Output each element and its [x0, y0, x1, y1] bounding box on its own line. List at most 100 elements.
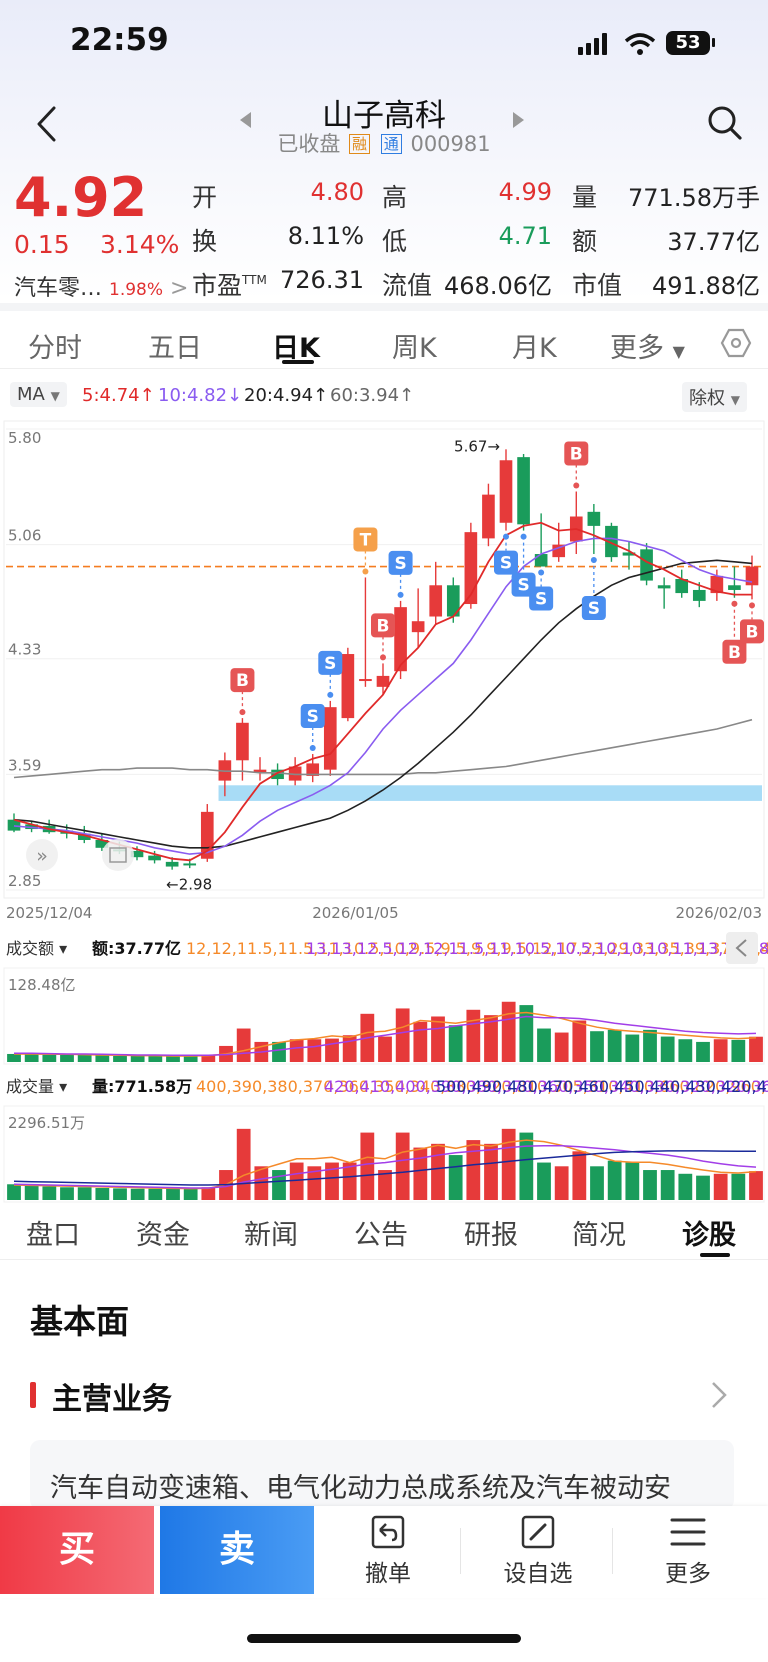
tab-minute[interactable]: 分时 [28, 333, 82, 364]
volume-bar [42, 1054, 57, 1062]
volume-bar [537, 1162, 551, 1200]
candle-body [499, 460, 513, 523]
stock-name: 山子高科 [322, 98, 446, 134]
volume-bar [148, 1055, 163, 1062]
adjust-label: 除权 [689, 388, 725, 409]
volume-bar [607, 1029, 622, 1062]
status-time: 22:59 [70, 22, 169, 58]
tab-diagnosis[interactable]: 诊股 [682, 1220, 736, 1251]
tab-more[interactable]: 更多 ▼ [610, 326, 685, 365]
search-icon[interactable] [706, 104, 744, 142]
signal-label: T [360, 530, 372, 550]
candle-body [728, 585, 741, 590]
indicator-selector-label: MA [17, 384, 45, 405]
candle-body [692, 589, 706, 601]
volume-bar [731, 1039, 746, 1062]
signal-dot [538, 569, 545, 576]
status-bar: 22:59 53 [0, 0, 768, 90]
next-stock-icon[interactable] [512, 110, 526, 130]
quote-value: 37.77亿 [667, 228, 760, 256]
volume-bar [272, 1170, 286, 1200]
candle-body [587, 511, 601, 526]
more-button[interactable]: 更多 [628, 1514, 748, 1588]
y-tick-label: 5.80 [8, 429, 41, 447]
tab-month-k[interactable]: 月K [512, 333, 557, 364]
signal-dot [573, 482, 580, 489]
volume-bar [148, 1188, 163, 1200]
volume-ma10: 420,410,400,390,380,370,360,350,340,330,… [324, 1077, 768, 1096]
tab-announcements[interactable]: 公告 [354, 1220, 408, 1251]
tab-profile[interactable]: 简况 [572, 1220, 626, 1251]
signal-label: S [394, 554, 406, 574]
edit-icon [521, 1515, 555, 1549]
ma5-label: 5:4.74 [82, 385, 140, 406]
tab-news[interactable]: 新闻 [244, 1220, 298, 1251]
sector-pct: 1.98% [109, 280, 164, 300]
prev-stock-icon[interactable] [238, 110, 252, 130]
volume-bar [360, 1132, 375, 1200]
tab-handicap[interactable]: 盘口 [26, 1220, 80, 1251]
amount-ma10: 13,13,12.5,12,12,11.5,11,10.5,10.5,10,10… [306, 939, 768, 958]
tab-week-k[interactable]: 周K [392, 333, 437, 364]
volume-bar [572, 1020, 587, 1062]
menu-icon [670, 1518, 706, 1546]
volume-bar [660, 1036, 675, 1062]
add-watchlist-button[interactable]: 设自选 [478, 1514, 598, 1588]
sector-link[interactable]: 汽车零… 1.98% > [14, 270, 188, 302]
volume-bar [678, 1173, 693, 1200]
volume-bar [60, 1054, 74, 1062]
cancel-order-button[interactable]: 撤单 [328, 1514, 448, 1588]
ma20-line [13, 1150, 757, 1186]
ma20-line [13, 559, 753, 849]
back-icon[interactable] [34, 104, 58, 144]
quote-label: 额 [572, 227, 598, 256]
signal-badge [529, 586, 554, 611]
volume-bar [95, 1188, 110, 1200]
volume-bar [201, 1055, 216, 1062]
signal-dot [309, 745, 316, 752]
volume-bar [713, 1039, 728, 1062]
tab-funds[interactable]: 资金 [136, 1220, 190, 1251]
price-change-pct: 3.14% [100, 230, 180, 259]
undo-icon [371, 1515, 405, 1549]
tab-research[interactable]: 研报 [464, 1220, 518, 1251]
volume-bar [731, 1173, 746, 1200]
settings-hex-icon[interactable] [720, 328, 752, 358]
buy-button[interactable]: 买 [0, 1506, 154, 1594]
chevron-right-icon[interactable] [710, 1380, 728, 1410]
sell-button[interactable]: 卖 [160, 1506, 314, 1594]
ma-indicator-row: MA ▼ 5:4.74↑ 10:4.82↓ 20:4.94↑ 60:3.94↑ … [0, 377, 768, 412]
tab-day-k[interactable]: 日K [272, 333, 320, 364]
ma10-label: 10:4.82 [158, 385, 228, 406]
volume-bar [77, 1054, 92, 1062]
volume-bar [713, 1173, 728, 1200]
quote-label: 低 [382, 227, 408, 256]
wifi-icon [624, 33, 656, 55]
amount-selector: 成交额 ▾ [6, 939, 67, 958]
candle-body [622, 552, 636, 556]
add-watchlist-label: 设自选 [503, 1561, 573, 1587]
candle-body [148, 855, 161, 861]
indicator-selector[interactable]: MA ▼ [10, 382, 67, 407]
signal-dot [520, 533, 527, 540]
high-price-label: 5.67→ [454, 437, 500, 455]
business-description-card[interactable]: 汽车自动变速箱、电气化动力总成系统及汽车被动安 [30, 1440, 734, 1510]
y-tick-label: 2.85 [8, 872, 41, 890]
trade-action-bar: 买 卖 撤单 设自选 更多 [0, 1506, 768, 1598]
volume-bar [307, 1166, 322, 1200]
candle-body [288, 766, 302, 781]
cancel-order-label: 撤单 [365, 1561, 411, 1587]
candle-body [464, 532, 478, 605]
candle-body [130, 850, 144, 858]
support-zone [218, 785, 762, 801]
candle-body [517, 457, 530, 525]
active-tab-indicator [282, 360, 314, 364]
tab-five-day[interactable]: 五日 [148, 333, 202, 364]
adjust-selector[interactable]: 除权 ▼ [682, 382, 747, 412]
volume-bar [431, 1143, 445, 1200]
volume-bar [24, 1053, 39, 1062]
ma10-value: 10:4.82↓ [158, 385, 243, 406]
